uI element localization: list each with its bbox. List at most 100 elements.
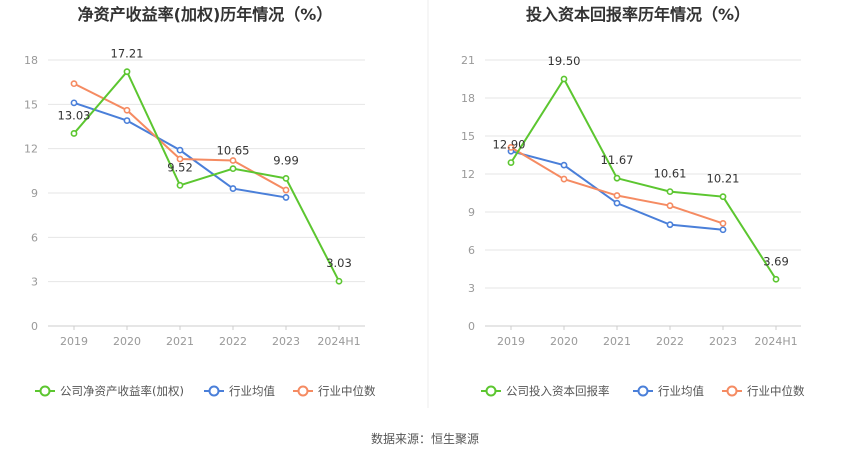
legend-item: 行业中位数 bbox=[293, 384, 376, 398]
data-label: 13.03 bbox=[58, 108, 91, 122]
data-point bbox=[123, 68, 131, 76]
x-tick-label: 2022 bbox=[219, 335, 247, 348]
data-point bbox=[666, 221, 674, 229]
data-point bbox=[719, 219, 727, 227]
y-tick-label: 3 bbox=[468, 282, 475, 295]
x-tick-label: 2020 bbox=[113, 335, 141, 348]
data-point bbox=[229, 157, 237, 164]
data-point bbox=[613, 199, 621, 207]
y-tick-label: 0 bbox=[468, 320, 475, 333]
data-label: 10.61 bbox=[654, 167, 687, 181]
y-tick-label: 21 bbox=[461, 54, 475, 67]
data-point bbox=[613, 192, 621, 199]
series-industry_median bbox=[507, 143, 727, 227]
series-company: 13.03 17.21 9.52 10.65 9.99 3.03 bbox=[58, 47, 352, 285]
legend-marker bbox=[39, 385, 51, 397]
legend-label: 行业均值 bbox=[658, 384, 704, 398]
series-company: 12.90 19.50 11.67 10.61 10.21 3.69 bbox=[493, 54, 789, 283]
data-point bbox=[123, 117, 131, 124]
legend: 公司净资产收益率(加权) 行业均值 行业中位数 bbox=[35, 384, 376, 398]
data-point bbox=[507, 159, 515, 166]
data-point bbox=[229, 165, 237, 173]
x-tick-label: 2019 bbox=[60, 335, 88, 348]
data-point bbox=[176, 146, 184, 154]
legend-label: 公司净资产收益率(加权) bbox=[60, 384, 184, 398]
chart-2: 投入资本回报率历年情况（%） 0 3 6 9 12 15 18 21 2019 2020 2021 20… bbox=[461, 5, 805, 398]
data-point bbox=[560, 161, 568, 169]
y-tick-label: 3 bbox=[31, 276, 38, 289]
data-point bbox=[772, 275, 780, 283]
data-label: 3.03 bbox=[326, 256, 352, 270]
x-tick-label: 2023 bbox=[709, 335, 737, 348]
legend-item: 公司净资产收益率(加权) bbox=[35, 384, 184, 398]
x-tick-label: 2022 bbox=[656, 335, 684, 348]
chart-title: 净资产收益率(加权)历年情况（%） bbox=[78, 5, 333, 24]
data-label: 3.69 bbox=[763, 254, 789, 268]
data-point bbox=[282, 174, 290, 182]
legend-marker bbox=[637, 385, 649, 397]
legend-item: 行业中位数 bbox=[722, 384, 805, 398]
data-source-note: 数据来源：恒生聚源 bbox=[370, 432, 479, 446]
y-tick-label: 18 bbox=[24, 54, 38, 67]
data-point bbox=[560, 175, 568, 183]
x-tick-label: 2019 bbox=[497, 335, 525, 348]
y-tick-label: 6 bbox=[468, 244, 475, 257]
data-point bbox=[282, 194, 290, 201]
x-tick-label: 2024H1 bbox=[317, 335, 360, 348]
y-tick-label: 6 bbox=[31, 231, 38, 244]
legend-marker bbox=[297, 385, 309, 397]
data-point bbox=[70, 80, 78, 88]
x-tick-label: 2021 bbox=[166, 335, 194, 348]
series-industry_median bbox=[70, 80, 290, 194]
series-line bbox=[73, 69, 340, 282]
data-point bbox=[123, 106, 131, 114]
legend-marker bbox=[208, 385, 220, 397]
y-tick-label: 9 bbox=[468, 206, 475, 219]
data-label: 10.21 bbox=[707, 172, 740, 186]
x-tick-label: 2024H1 bbox=[754, 335, 797, 348]
y-tick-label: 0 bbox=[31, 320, 38, 333]
data-label: 11.67 bbox=[601, 153, 634, 167]
x-tick-label: 2023 bbox=[272, 335, 300, 348]
legend-label: 行业中位数 bbox=[318, 384, 376, 398]
data-point bbox=[70, 130, 78, 137]
data-point bbox=[719, 193, 727, 201]
data-label: 9.52 bbox=[167, 160, 193, 174]
series-industry_avg bbox=[70, 99, 290, 201]
legend: 公司投入资本回报率 行业均值 行业中位数 bbox=[481, 384, 805, 398]
data-label: 10.65 bbox=[217, 144, 250, 158]
data-point bbox=[229, 185, 237, 192]
chart-title: 投入资本回报率历年情况（%） bbox=[526, 5, 750, 24]
legend-marker bbox=[726, 385, 738, 397]
data-point bbox=[666, 202, 674, 210]
legend-marker bbox=[485, 385, 497, 397]
x-tick-label: 2020 bbox=[550, 335, 578, 348]
series-industry_avg bbox=[507, 147, 727, 234]
chart-1: 净资产收益率(加权)历年情况（%） 0 3 6 9 12 15 18 2019 2020 2021 2… bbox=[24, 5, 376, 398]
data-point bbox=[282, 186, 290, 194]
legend-item: 行业均值 bbox=[633, 384, 704, 398]
y-tick-label: 15 bbox=[461, 130, 475, 143]
y-tick-label: 9 bbox=[31, 187, 38, 200]
series-line bbox=[510, 77, 777, 280]
data-label: 19.50 bbox=[548, 54, 581, 68]
legend-item: 行业均值 bbox=[204, 384, 275, 398]
data-point bbox=[176, 181, 184, 189]
legend-label: 行业均值 bbox=[229, 384, 275, 398]
data-label: 17.21 bbox=[111, 47, 144, 61]
data-label: 9.99 bbox=[273, 153, 299, 167]
data-point bbox=[70, 99, 78, 107]
data-point bbox=[613, 174, 621, 182]
legend-item: 公司投入资本回报率 bbox=[481, 384, 610, 398]
data-point bbox=[666, 188, 674, 196]
y-tick-label: 18 bbox=[461, 92, 475, 105]
y-tick-label: 15 bbox=[24, 98, 38, 111]
legend-label: 公司投入资本回报率 bbox=[506, 384, 610, 398]
y-tick-label: 12 bbox=[461, 168, 475, 181]
y-tick-label: 12 bbox=[24, 143, 38, 156]
data-point bbox=[176, 155, 184, 163]
legend-label: 行业中位数 bbox=[747, 384, 805, 398]
x-tick-label: 2021 bbox=[603, 335, 631, 348]
data-point bbox=[507, 143, 515, 151]
